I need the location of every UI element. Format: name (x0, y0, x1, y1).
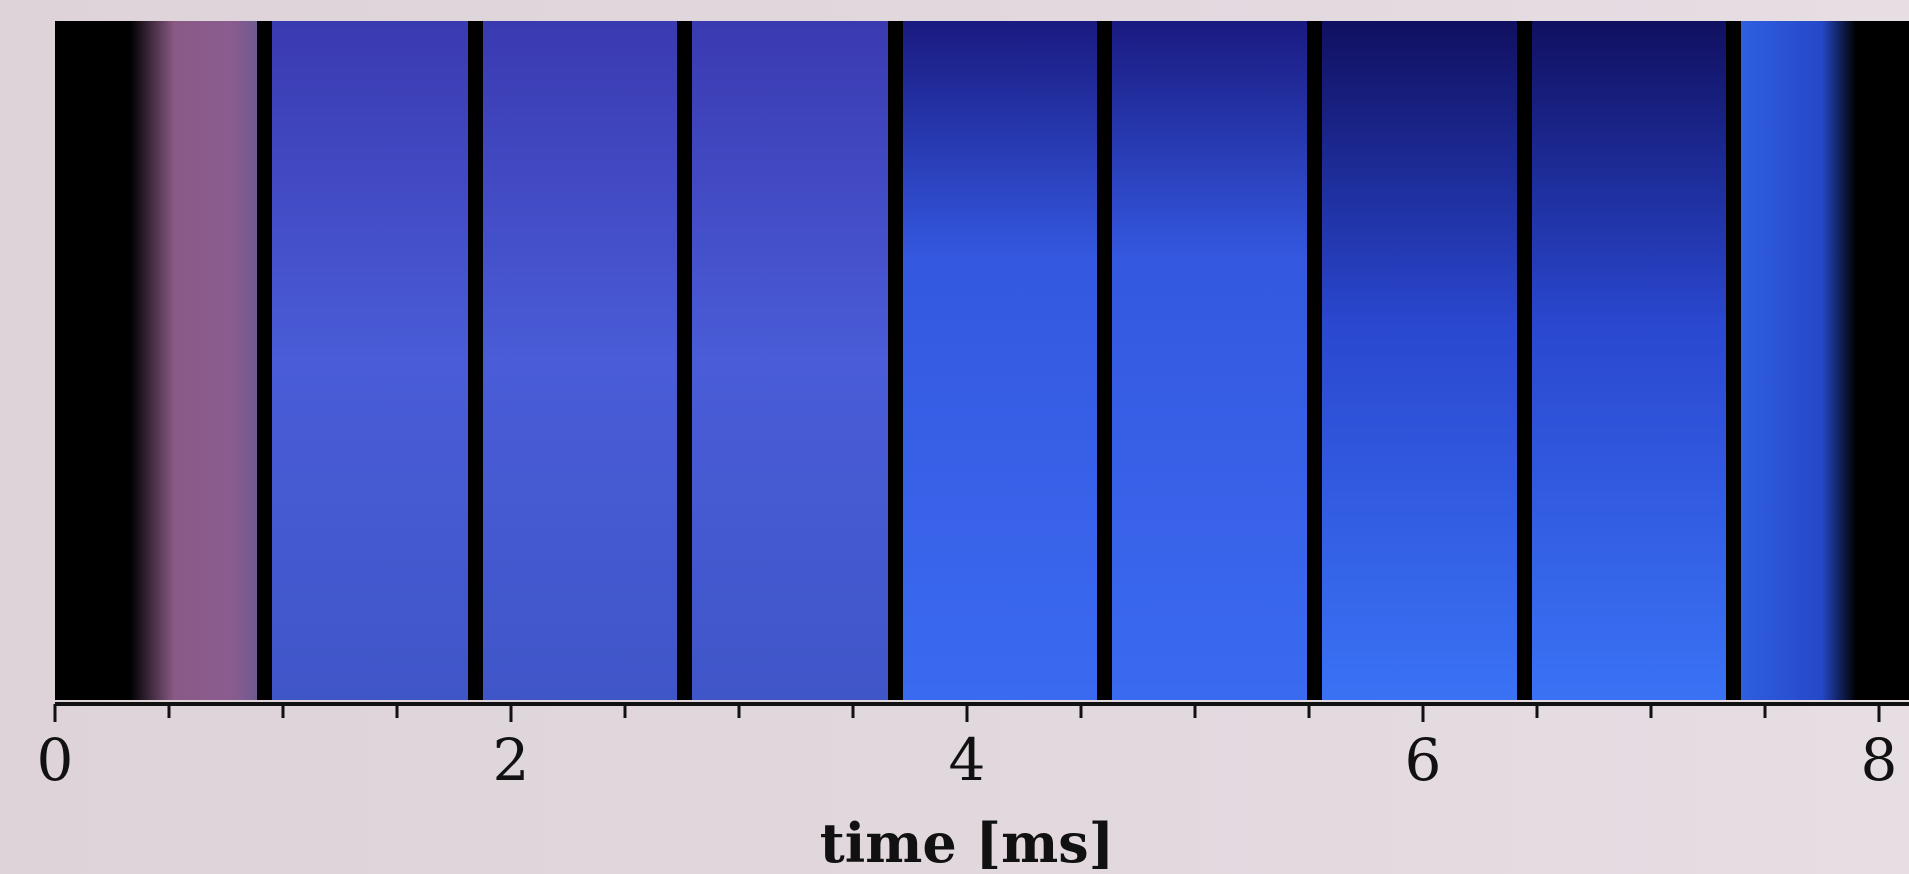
film-frames (55, 21, 1909, 700)
frame (272, 21, 468, 700)
x-tick-label: 6 (1405, 726, 1442, 794)
x-tick-label: 8 (1861, 726, 1898, 794)
x-tick-label: 2 (493, 726, 530, 794)
x-tick-label: 0 (37, 726, 74, 794)
frame (1322, 21, 1517, 700)
frame (1741, 21, 1856, 700)
x-axis: 0 2 4 6 8 (37, 704, 1909, 794)
frame (130, 21, 257, 700)
frame (1532, 21, 1726, 700)
x-tick-label: 4 (949, 726, 986, 794)
x-axis-label: time [ms] (820, 811, 1114, 874)
frame (903, 21, 1097, 700)
frame (692, 21, 888, 700)
frame (1112, 21, 1307, 700)
figure: 0 2 4 6 8 time [ms] (0, 0, 1909, 874)
frame (483, 21, 677, 700)
